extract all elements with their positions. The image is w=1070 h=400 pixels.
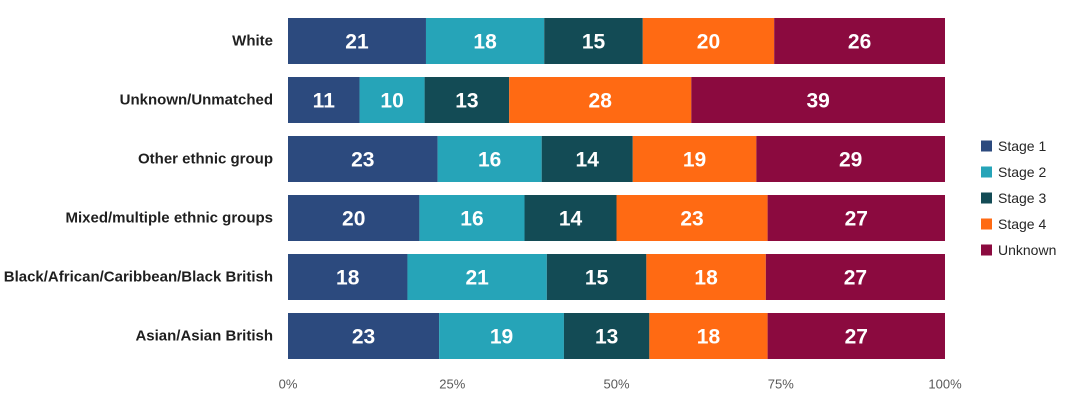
category-label: White — [232, 33, 273, 50]
category-label: Other ethnic group — [138, 151, 273, 168]
legend-label: Stage 1 — [998, 138, 1046, 154]
data-label: 20 — [697, 31, 720, 54]
bar-segment-stage-2 — [439, 313, 564, 359]
data-label: 39 — [806, 90, 829, 113]
bar-segment-stage-3 — [544, 18, 643, 64]
x-tick-label: 50% — [603, 377, 629, 392]
data-label: 16 — [478, 149, 501, 172]
data-label: 27 — [845, 326, 868, 349]
data-label: 28 — [589, 90, 613, 113]
bar-segment-unknown — [774, 18, 945, 64]
bar-segment-stage-3 — [563, 313, 650, 359]
bar-segment-stage-4 — [509, 77, 692, 123]
legend-swatch — [981, 166, 992, 178]
bar-segment-unknown — [765, 254, 945, 300]
legend-swatch — [981, 192, 992, 204]
bar-segment-stage-2 — [407, 254, 547, 300]
bar-segment-unknown — [767, 313, 945, 359]
data-label: 14 — [576, 149, 600, 172]
x-tick-label: 75% — [768, 377, 794, 392]
data-label: 18 — [697, 326, 721, 349]
data-label: 26 — [848, 31, 871, 54]
legend-swatch — [981, 218, 992, 230]
data-label: 27 — [845, 208, 868, 231]
data-label: 21 — [465, 267, 489, 290]
legend-swatch — [981, 244, 992, 256]
bar-segment-stage-1 — [288, 18, 426, 64]
bar-segment-stage-1 — [288, 313, 440, 359]
bar-segment-stage-3 — [524, 195, 617, 241]
bar-segment-unknown — [756, 136, 945, 182]
legend-label: Stage 3 — [998, 190, 1046, 206]
data-label: 11 — [313, 90, 336, 113]
data-label: 15 — [582, 31, 606, 54]
category-label: Mixed/multiple ethnic groups — [65, 210, 273, 227]
bar-segment-stage-4 — [646, 254, 766, 300]
data-label: 23 — [680, 208, 703, 231]
bar-segment-stage-4 — [649, 313, 768, 359]
data-label: 14 — [559, 208, 583, 231]
legend: Stage 1 Stage 2 Stage 3 Stage 4 Unknown — [981, 138, 1056, 258]
bar-segment-stage-2 — [359, 77, 425, 123]
legend-label: Unknown — [998, 242, 1056, 258]
data-label: 15 — [585, 267, 609, 290]
bar-segment-stage-1 — [288, 254, 408, 300]
data-label: 18 — [694, 267, 718, 290]
bar-segment-stage-2 — [437, 136, 542, 182]
category-label: Unknown/Unmatched — [120, 92, 273, 109]
data-label: 23 — [352, 326, 375, 349]
x-tick-label: 100% — [928, 377, 962, 392]
data-label: 19 — [490, 326, 513, 349]
category-label: Black/African/Caribbean/Black British — [4, 269, 273, 286]
category-label: Asian/Asian British — [135, 328, 273, 345]
x-tick-label: 0% — [279, 377, 298, 392]
data-label: 27 — [844, 267, 867, 290]
data-label: 21 — [345, 31, 369, 54]
data-label: 16 — [460, 208, 483, 231]
bar-segment-stage-3 — [546, 254, 647, 300]
bar-segment-stage-4 — [632, 136, 757, 182]
bar-segment-stage-3 — [424, 77, 510, 123]
bar-segment-stage-3 — [541, 136, 633, 182]
data-label: 19 — [683, 149, 706, 172]
bar-segment-unknown — [691, 77, 945, 123]
bar-segment-stage-1 — [288, 136, 438, 182]
legend-label: Stage 4 — [998, 216, 1046, 232]
bar-segment-stage-4 — [642, 18, 775, 64]
bar-segment-stage-2 — [419, 195, 525, 241]
data-label: 10 — [380, 90, 403, 113]
data-label: 20 — [342, 208, 365, 231]
data-label: 13 — [595, 326, 618, 349]
legend-swatch — [981, 140, 992, 152]
x-tick-label: 25% — [439, 377, 465, 392]
data-label: 23 — [351, 149, 374, 172]
bars-group — [288, 18, 945, 359]
data-label: 13 — [455, 90, 478, 113]
data-label: 29 — [839, 149, 862, 172]
legend-label: Stage 2 — [998, 164, 1046, 180]
bar-segment-stage-2 — [425, 18, 545, 64]
bar-segment-stage-4 — [616, 195, 768, 241]
bar-segment-stage-1 — [288, 195, 420, 241]
bar-segment-stage-1 — [288, 77, 360, 123]
bar-segment-unknown — [767, 195, 945, 241]
data-label: 18 — [336, 267, 360, 290]
data-label: 18 — [473, 31, 497, 54]
